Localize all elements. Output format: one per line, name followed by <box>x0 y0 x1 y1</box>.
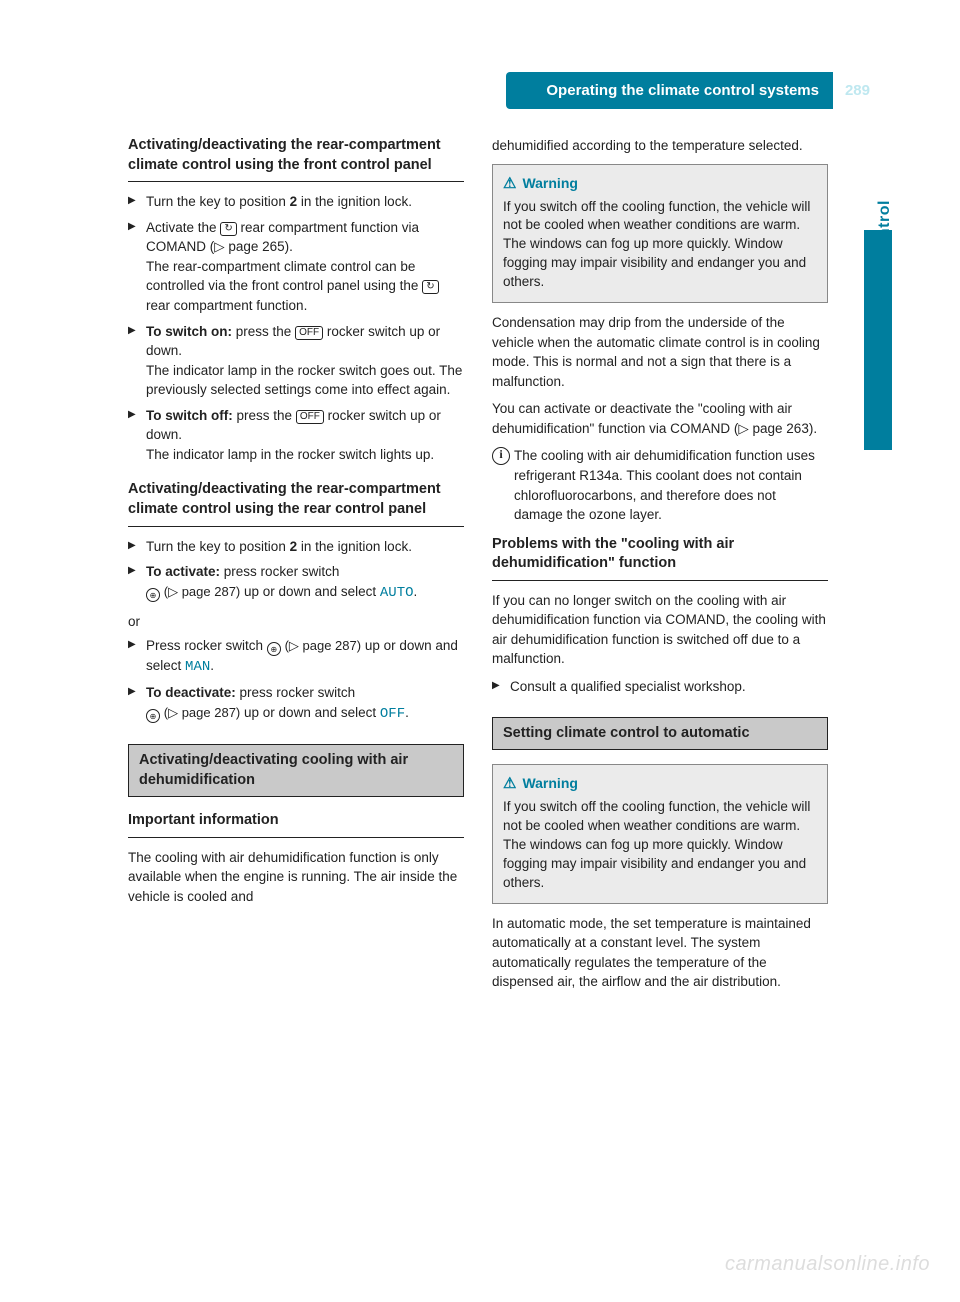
body-text: You can activate or deactivate the "cool… <box>492 399 828 438</box>
section-rear-front: Activating/deactivating the rear-compart… <box>128 136 464 464</box>
step-item: Press rocker switch ⊕ (▷ page 287) up or… <box>128 636 464 677</box>
step-item: To switch on: press the OFF rocker switc… <box>128 322 464 400</box>
section-box-heading: Activating/deactivating cooling with air… <box>128 744 464 797</box>
subsection-heading: Important information <box>128 811 464 838</box>
rear-icon: ↻ <box>220 222 236 236</box>
header-title: Operating the climate control systems <box>506 72 833 109</box>
step-item: To switch off: press the OFF rocker swit… <box>128 406 464 465</box>
content-area: Activating/deactivating the rear-compart… <box>128 136 828 1000</box>
warning-heading: ⚠Warning <box>503 173 817 194</box>
warning-box: ⚠Warning If you switch off the cooling f… <box>492 164 828 303</box>
warning-box: ⚠Warning If you switch off the cooling f… <box>492 764 828 903</box>
step-item: To deactivate: press rocker switch⊕ (▷ p… <box>128 683 464 724</box>
step-list: Turn the key to position 2 in the igniti… <box>128 537 464 603</box>
off-icon: OFF <box>296 410 324 424</box>
step-list: Turn the key to position 2 in the igniti… <box>128 192 464 464</box>
body-text: The cooling with air dehumidification fu… <box>128 848 464 907</box>
right-column: dehumidified according to the temperatur… <box>492 136 828 1000</box>
step-list: Consult a qualified specialist workshop. <box>492 677 828 697</box>
off-label: OFF <box>380 706 405 722</box>
step-item: Turn the key to position 2 in the igniti… <box>128 537 464 557</box>
step-item: To activate: press rocker switch⊕ (▷ pag… <box>128 562 464 603</box>
rocker-icon: ⊕ <box>146 588 160 602</box>
section-rear-rear: Activating/deactivating the rear-compart… <box>128 480 464 724</box>
rocker-icon: ⊕ <box>267 642 281 656</box>
header-bar: Operating the climate control systems 28… <box>506 72 870 109</box>
body-text: In automatic mode, the set temperature i… <box>492 914 828 992</box>
page-number: 289 <box>833 72 870 109</box>
page-container: Operating the climate control systems 28… <box>0 0 960 1302</box>
warning-icon: ⚠ <box>503 773 516 794</box>
body-text: If you can no longer switch on the cooli… <box>492 591 828 669</box>
body-text: dehumidified according to the temperatur… <box>492 136 828 156</box>
off-icon: OFF <box>295 326 323 340</box>
rocker-icon: ⊕ <box>146 709 160 723</box>
warning-body: If you switch off the cooling function, … <box>503 798 817 892</box>
info-note: The cooling with air dehumidification fu… <box>492 446 828 524</box>
section-heading: Activating/deactivating the rear-compart… <box>128 480 464 526</box>
side-tab-label: Climate control <box>874 200 896 450</box>
or-text: or <box>128 613 464 632</box>
body-text: Condensation may drip from the underside… <box>492 313 828 391</box>
man-label: MAN <box>185 659 210 675</box>
step-item: Consult a qualified specialist workshop. <box>492 677 828 697</box>
section-heading: Activating/deactivating the rear-compart… <box>128 136 464 182</box>
warning-icon: ⚠ <box>503 173 516 194</box>
watermark: carmanualsonline.info <box>725 1250 930 1278</box>
step-item: Activate the ↻ rear compartment function… <box>128 218 464 316</box>
auto-label: AUTO <box>380 585 414 601</box>
subsection-heading: Problems with the "cooling with air dehu… <box>492 535 828 581</box>
warning-body: If you switch off the cooling function, … <box>503 198 817 292</box>
step-item: Turn the key to position 2 in the igniti… <box>128 192 464 212</box>
section-box-heading: Setting climate control to automatic <box>492 717 828 751</box>
warning-heading: ⚠Warning <box>503 773 817 794</box>
left-column: Activating/deactivating the rear-compart… <box>128 136 464 1000</box>
rear-icon: ↻ <box>422 280 438 294</box>
step-list: Press rocker switch ⊕ (▷ page 287) up or… <box>128 636 464 724</box>
